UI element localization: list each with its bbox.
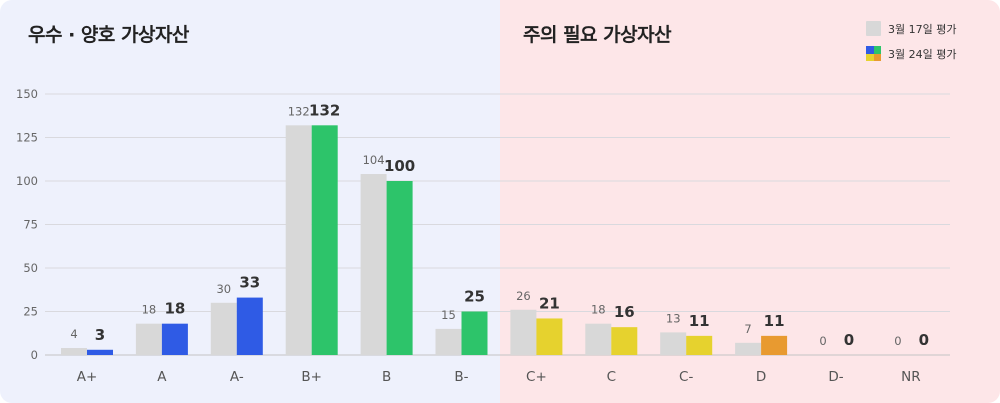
x-tick-label: B- xyxy=(454,369,468,385)
x-tick-label: C xyxy=(607,369,616,385)
data-label-prev: 4 xyxy=(70,327,77,341)
data-label-curr: 0 xyxy=(919,331,929,349)
bar-prev xyxy=(660,332,687,355)
data-label-curr: 16 xyxy=(614,303,635,321)
x-tick-label: D xyxy=(756,369,766,385)
y-tick-label: 50 xyxy=(23,261,38,275)
x-tick-label: D- xyxy=(828,369,843,385)
y-tick-label: 100 xyxy=(16,174,38,188)
bar-curr xyxy=(536,318,563,355)
data-label-curr: 100 xyxy=(384,157,415,175)
bar-curr xyxy=(461,311,488,355)
bar-prev xyxy=(135,323,162,355)
data-label-prev: 0 xyxy=(819,334,826,348)
data-label-prev: 30 xyxy=(216,282,231,296)
bar-prev xyxy=(510,309,537,355)
y-tick-label: 125 xyxy=(16,131,38,145)
legend-item-curr: 3월 24일 평가 xyxy=(866,45,956,62)
y-tick-label: 75 xyxy=(23,218,38,232)
legend-swatch-green xyxy=(873,46,881,54)
legend-label-curr: 3월 24일 평가 xyxy=(888,47,957,61)
data-label-curr: 11 xyxy=(764,312,785,330)
bar-curr xyxy=(236,297,263,355)
data-label-prev: 13 xyxy=(666,311,681,325)
bar-prev xyxy=(435,328,462,355)
x-tick-label: NR xyxy=(901,369,920,385)
x-tick-label: B+ xyxy=(301,369,322,385)
x-tick-label: C- xyxy=(679,369,693,385)
data-label-prev: 15 xyxy=(441,308,456,322)
x-tick-label: B xyxy=(382,369,391,385)
data-label-prev: 7 xyxy=(744,322,751,336)
legend-item-prev: 3월 17일 평가 xyxy=(866,20,956,37)
caution-assets-title: 주의 필요 가상자산 xyxy=(523,24,672,46)
data-label-prev: 132 xyxy=(288,104,310,118)
bar-prev xyxy=(735,342,762,355)
chart-legend: 3월 17일 평가 3월 24일 평가 xyxy=(866,20,956,70)
data-label-curr: 0 xyxy=(844,331,854,349)
data-label-prev: 104 xyxy=(363,153,385,167)
bar-prev xyxy=(61,348,87,355)
bar-curr xyxy=(386,181,413,355)
x-tick-label: A+ xyxy=(77,369,98,385)
data-label-prev: 18 xyxy=(591,303,606,317)
y-tick-label: 0 xyxy=(31,348,38,362)
data-label-prev: 18 xyxy=(142,303,157,317)
data-label-curr: 11 xyxy=(689,312,710,330)
data-label-curr: 18 xyxy=(164,300,185,318)
data-label-curr: 33 xyxy=(239,274,260,292)
bar-curr xyxy=(311,125,338,355)
caution-assets-panel xyxy=(500,0,1000,403)
legend-label-prev: 3월 17일 평가 xyxy=(888,22,957,36)
bar-curr xyxy=(87,349,113,355)
bar-curr xyxy=(161,323,188,355)
bar-curr xyxy=(611,327,638,355)
x-tick-label: A- xyxy=(230,369,244,385)
good-assets-title: 우수 · 양호 가상자산 xyxy=(28,24,189,46)
bar-prev xyxy=(360,174,387,355)
legend-swatch-yellow xyxy=(866,53,874,61)
legend-swatch-prev xyxy=(866,21,881,36)
data-label-curr: 3 xyxy=(95,326,105,344)
bar-prev xyxy=(210,302,237,355)
data-label-prev: 26 xyxy=(516,289,531,303)
y-tick-label: 150 xyxy=(16,87,38,101)
bar-prev xyxy=(285,125,312,355)
bar-curr xyxy=(761,335,788,355)
data-label-prev: 0 xyxy=(894,334,901,348)
data-label-curr: 132 xyxy=(309,101,340,119)
legend-swatch-curr xyxy=(866,46,881,61)
data-label-curr: 21 xyxy=(539,294,560,312)
x-tick-label: A xyxy=(157,369,167,385)
bar-curr xyxy=(686,335,713,355)
x-tick-label: C+ xyxy=(526,369,547,385)
legend-swatch-orange xyxy=(873,53,881,61)
y-tick-label: 25 xyxy=(23,305,38,319)
bar-prev xyxy=(585,323,612,355)
legend-swatch-blue xyxy=(866,46,874,54)
data-label-curr: 25 xyxy=(464,288,485,306)
